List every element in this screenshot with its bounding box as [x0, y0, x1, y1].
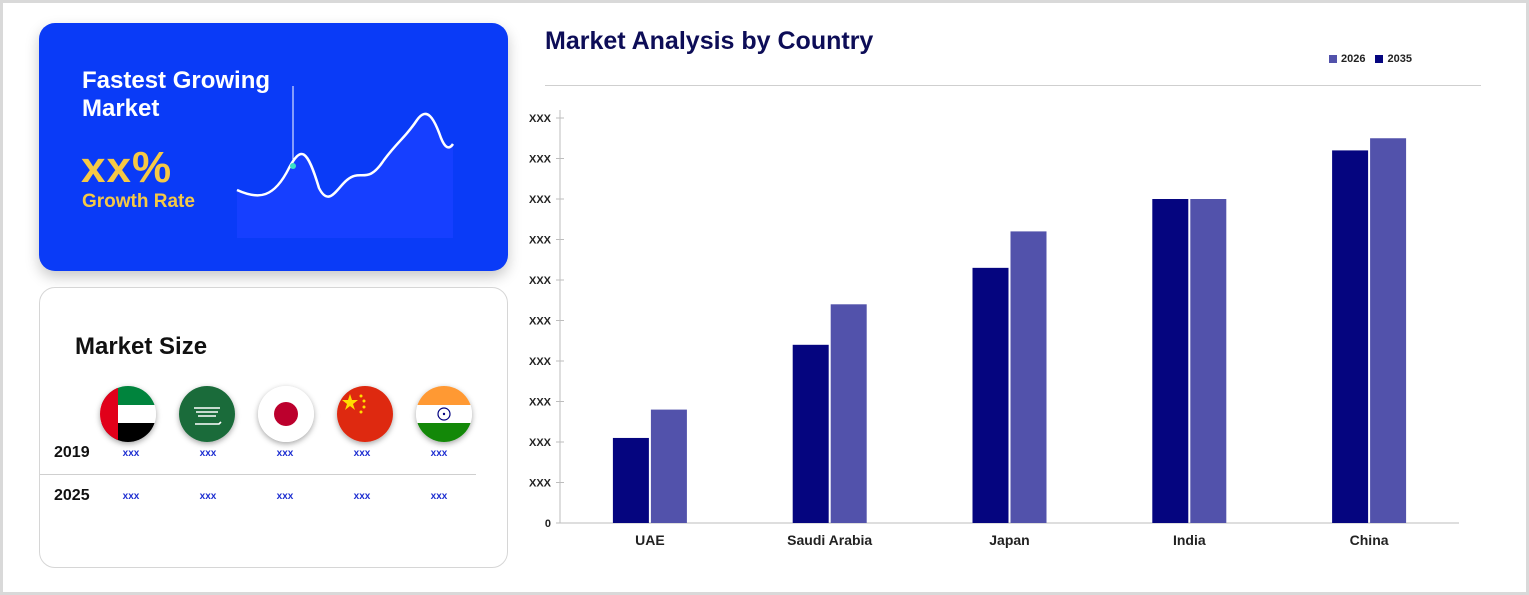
table-cell: xxx: [122, 491, 140, 502]
y-tick-label: XXX: [529, 194, 552, 206]
bar-2026-india: [1190, 199, 1227, 523]
saudi-arabia-flag-icon: [179, 386, 235, 442]
chart-title: Market Analysis by Country: [545, 27, 874, 55]
india-flag-icon: [416, 386, 472, 442]
bar-2035-japan: [972, 267, 1009, 523]
legend-label-2035: 2035: [1387, 53, 1412, 65]
legend-item-2035: 2035: [1375, 53, 1412, 65]
bar-2035-uae: [612, 437, 649, 523]
row-divider: [40, 474, 476, 475]
legend-item-2026: 2026: [1329, 53, 1365, 65]
x-tick-label: Saudi Arabia: [787, 532, 872, 548]
legend-label-2026: 2026: [1341, 53, 1366, 65]
table-cell: xxx: [122, 448, 140, 459]
market-size-title: Market Size: [75, 333, 208, 360]
title-divider: [545, 85, 1481, 86]
table-cell: xxx: [353, 448, 371, 459]
y-tick-label: XXX: [529, 316, 552, 328]
y-tick-label: XXX: [529, 113, 552, 125]
market-size-card: Market Size: [39, 287, 508, 568]
table-cell: xxx: [276, 491, 294, 502]
legend-swatch-2026: [1329, 55, 1337, 63]
y-tick-label: XXX: [529, 356, 552, 368]
bar-2026-uae: [650, 409, 687, 523]
table-cell: xxx: [353, 491, 371, 502]
table-cell: xxx: [430, 491, 448, 502]
china-flag-icon: [337, 386, 393, 442]
x-tick-label: UAE: [635, 532, 665, 548]
japan-flag-icon: [258, 386, 314, 442]
y-tick-label: XXX: [529, 275, 552, 287]
bar-2026-saudi-arabia: [830, 304, 867, 523]
table-cell: xxx: [199, 448, 217, 459]
uae-flag-icon: [100, 386, 156, 442]
y-tick-label: 0: [545, 518, 551, 530]
growth-rate-label: Growth Rate: [82, 191, 195, 212]
table-cell: xxx: [276, 448, 294, 459]
legend-swatch-2035: [1375, 55, 1384, 63]
x-tick-label: India: [1173, 532, 1206, 548]
x-tick-label: Japan: [989, 532, 1029, 548]
bar-2035-saudi-arabia: [792, 344, 829, 523]
y-tick-label: XXX: [529, 478, 552, 490]
y-tick-label: XXX: [529, 235, 552, 247]
table-cell: xxx: [199, 491, 217, 502]
year-label-2019: 2019: [54, 444, 90, 461]
year-label-2025: 2025: [54, 487, 90, 504]
x-tick-label: China: [1350, 532, 1389, 548]
growth-trend-icon: [236, 86, 455, 238]
y-tick-label: XXX: [529, 397, 552, 409]
y-tick-label: XXX: [529, 437, 552, 449]
bar-2026-china: [1370, 138, 1407, 523]
bar-2035-india: [1152, 199, 1189, 523]
bar-2026-japan: [1010, 231, 1047, 523]
growth-rate-value: xx%: [81, 143, 173, 192]
bar-chart: 0 XXX XXX XXX XXX XXX XXX XXX XXX XXX XXX UAE Saudi …: [529, 110, 1459, 548]
y-tick-label: XXX: [529, 154, 552, 166]
table-cell: xxx: [430, 448, 448, 459]
chart-legend: 2026 2035: [1329, 53, 1412, 65]
bar-2035-china: [1332, 150, 1369, 523]
growth-card-title: Fastest Growing Market: [82, 67, 271, 122]
fastest-growing-card: Fastest Growing Market xx% Growth Rate: [39, 23, 508, 271]
